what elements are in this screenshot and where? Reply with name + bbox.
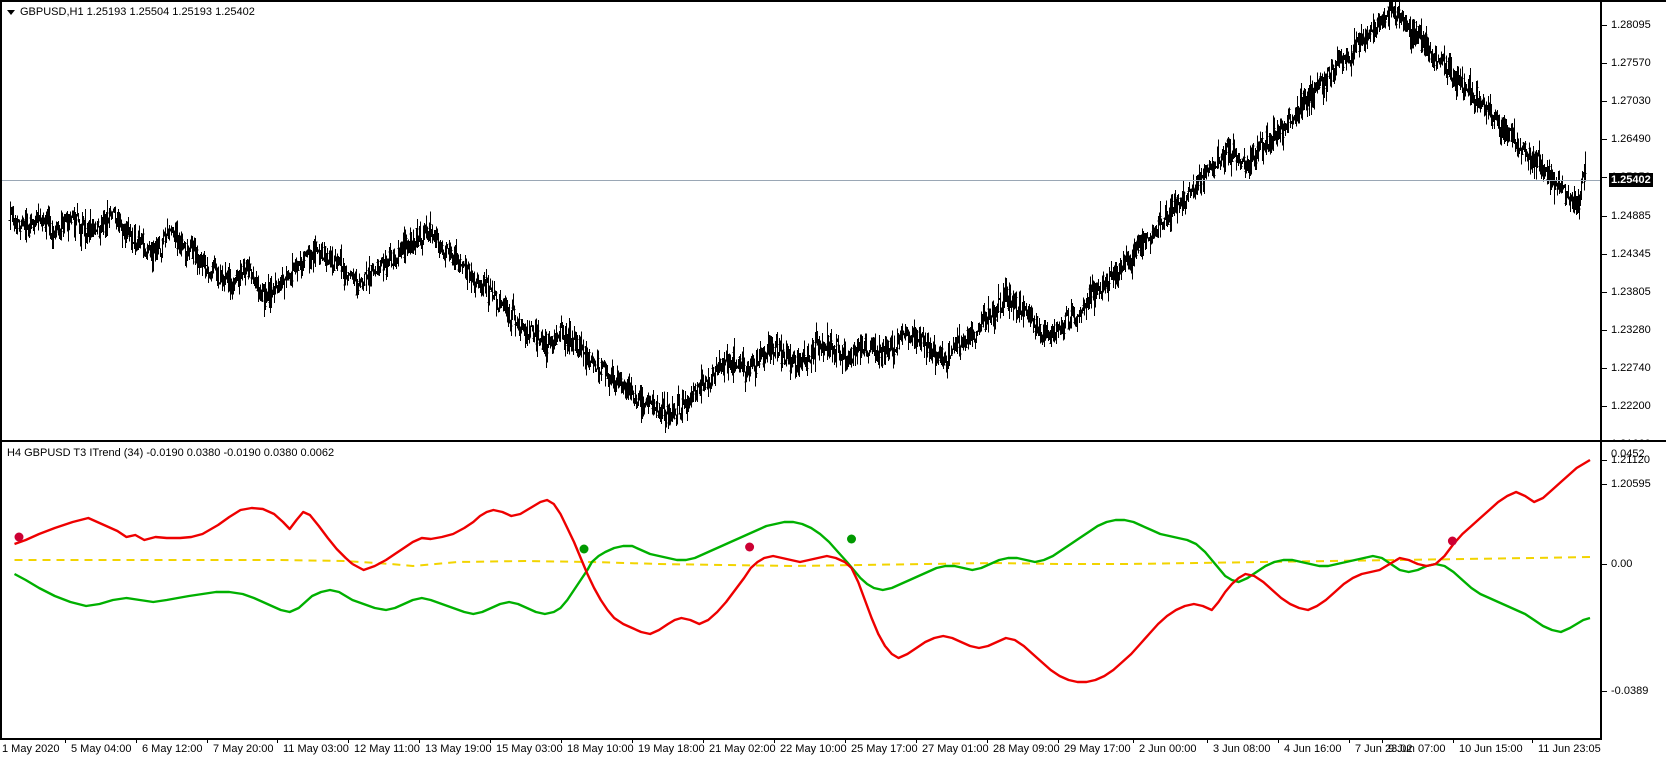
current-price-label: 1.25402	[1609, 173, 1653, 187]
current-price-line	[2, 180, 1600, 181]
price-axis-tick	[1602, 101, 1607, 102]
time-axis-label: 22 May 10:00	[780, 743, 847, 755]
time-axis-tick	[419, 740, 420, 743]
indicator-axis-label: -0.0389	[1611, 685, 1649, 697]
time-axis-label: 28 May 09:00	[993, 743, 1060, 755]
time-axis-label: 4 Jun 16:00	[1284, 743, 1342, 755]
price-axis-tick	[1602, 368, 1607, 369]
time-axis-tick	[774, 740, 775, 743]
time-axis-tick	[561, 740, 562, 743]
time-axis-label: 29 May 17:00	[1064, 743, 1131, 755]
indicator-lines-svg	[13, 458, 1591, 684]
price-axis-tick	[1602, 139, 1607, 140]
price-axis-label: 1.27570	[1611, 57, 1651, 69]
indicator-title: H4 GBPUSD T3 ITrend (34) -0.0190 0.0380 …	[7, 447, 335, 459]
time-axis-tick	[845, 740, 846, 743]
time-axis-tick	[632, 740, 633, 743]
time-axis-label: 13 May 19:00	[425, 743, 492, 755]
time-axis-tick	[987, 740, 988, 743]
price-axis-label: 1.26490	[1611, 133, 1651, 145]
price-axis-label: 1.24345	[1611, 248, 1651, 260]
time-axis-tick	[136, 740, 137, 743]
indicator-plot-area[interactable]: H4 GBPUSD T3 ITrend (34) -0.0190 0.0380 …	[0, 440, 1600, 740]
indicator-axis-label: 0.0452	[1611, 448, 1645, 460]
price-axis-tick	[1602, 330, 1607, 331]
time-axis-label: 7 Jun 23:02	[1355, 743, 1413, 755]
time-axis-label: 12 May 11:00	[354, 743, 420, 755]
price-axis-tick	[1602, 254, 1607, 255]
price-axis-tick	[1602, 25, 1607, 26]
indicator-axis-label: 0.00	[1611, 558, 1633, 570]
time-axis-label: 7 May 20:00	[213, 743, 274, 755]
price-axis-tick	[1602, 406, 1607, 407]
time-axis-label: 15 May 03:00	[496, 743, 563, 755]
time-axis-label: 19 May 18:00	[638, 743, 705, 755]
price-axis-label: 1.21120	[1611, 454, 1650, 466]
time-axis-tick	[1207, 740, 1208, 743]
time-axis-tick	[65, 740, 66, 743]
price-axis-label: 1.22200	[1611, 400, 1651, 412]
time-axis-tick	[1058, 740, 1059, 743]
time-axis-label: 9 Jun 07:00	[1388, 743, 1446, 755]
price-axis-tick	[1602, 63, 1607, 64]
time-axis-tick	[1453, 740, 1454, 743]
indicator-subwindow[interactable]: H4 GBPUSD T3 ITrend (34) -0.0190 0.0380 …	[0, 440, 1666, 740]
price-axis-label: 1.28095	[1611, 19, 1651, 31]
indicator-axis-tick	[1602, 691, 1607, 692]
price-axis[interactable]: 1.280951.275701.270301.264901.259501.248…	[1600, 0, 1666, 450]
time-axis-label: 21 May 02:00	[709, 743, 776, 755]
time-axis-tick	[1382, 740, 1383, 743]
time-axis-tick	[916, 740, 917, 743]
time-axis-tick	[490, 740, 491, 743]
time-axis-label: 6 May 12:00	[142, 743, 203, 755]
time-axis-tick	[207, 740, 208, 743]
time-axis-tick	[1532, 740, 1533, 743]
price-axis-label: 1.20595	[1611, 478, 1651, 490]
price-axis-label: 1.27030	[1611, 95, 1651, 107]
indicator-axis-tick	[1602, 564, 1607, 565]
time-axis-tick	[1349, 740, 1350, 743]
indicator-axis[interactable]: 1.21120 1.20595 0.0452 0.00 -0.0389	[1600, 440, 1666, 740]
price-chart-title: GBPUSD,H1 1.25193 1.25504 1.25193 1.2540…	[20, 6, 255, 18]
chevron-down-icon[interactable]	[7, 10, 15, 15]
price-axis-label: 1.22740	[1611, 362, 1651, 374]
price-axis-label: 1.23280	[1611, 324, 1651, 336]
time-axis-label: 1 May 2020	[2, 743, 60, 755]
price-axis-tick	[1602, 460, 1607, 461]
time-axis-tick	[1278, 740, 1279, 743]
price-axis-tick	[1602, 484, 1607, 485]
time-axis-label: 2 Jun 00:00	[1139, 743, 1197, 755]
price-axis-label: 1.23805	[1611, 286, 1651, 298]
time-axis-label: 27 May 01:00	[922, 743, 989, 755]
price-bars-svg	[8, 2, 1587, 433]
time-axis-tick	[703, 740, 704, 743]
time-axis-label: 25 May 17:00	[851, 743, 918, 755]
time-axis[interactable]: 1 May 2020 5 May 04:00 6 May 12:00 7 May 20…	[0, 740, 1666, 761]
time-axis-tick	[1133, 740, 1134, 743]
price-chart-window[interactable]: GBPUSD,H1 1.25193 1.25504 1.25193 1.2540…	[0, 0, 1666, 450]
price-plot-area[interactable]: GBPUSD,H1 1.25193 1.25504 1.25193 1.2540…	[0, 0, 1600, 440]
time-axis-tick	[277, 740, 278, 743]
time-axis-label: 5 May 04:00	[71, 743, 132, 755]
price-axis-label: 1.24885	[1611, 210, 1651, 222]
time-axis-label: 3 Jun 08:00	[1213, 743, 1271, 755]
price-axis-tick	[1602, 177, 1607, 178]
time-axis-tick	[348, 740, 349, 743]
time-axis-label: 11 May 03:00	[283, 743, 349, 755]
price-axis-tick	[1602, 292, 1607, 293]
time-axis-label: 11 Jun 23:05	[1538, 743, 1601, 755]
time-axis-label: 18 May 10:00	[567, 743, 634, 755]
price-axis-tick	[1602, 216, 1607, 217]
time-axis-label: 10 Jun 15:00	[1459, 743, 1523, 755]
